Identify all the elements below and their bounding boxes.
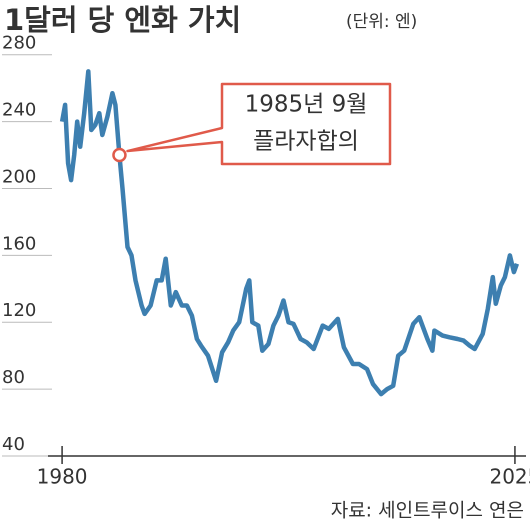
x-tick-label: 1980: [37, 465, 88, 489]
annotation-text: 1985년 9월: [245, 92, 368, 118]
y-tick-label: 160: [2, 233, 36, 254]
y-tick-label: 80: [2, 367, 25, 388]
y-tick-label: 200: [2, 166, 36, 187]
y-tick-label: 280: [2, 33, 36, 54]
y-tick-label: 120: [2, 300, 36, 321]
y-tick-label: 40: [2, 434, 25, 455]
x-tick-label: 2025: [489, 465, 530, 489]
chart-title: 1달러 당 엔화 가치: [4, 3, 241, 37]
source: 자료: 세인트루이스 연은: [331, 500, 524, 522]
chart-subtitle: (단위: 엔): [346, 12, 417, 32]
series-line: [59, 69, 520, 397]
y-tick-label: 240: [2, 100, 36, 121]
callout-box: [126, 82, 392, 166]
annotation-text: 플라자합의: [253, 129, 359, 155]
annotation-marker: [112, 147, 127, 163]
